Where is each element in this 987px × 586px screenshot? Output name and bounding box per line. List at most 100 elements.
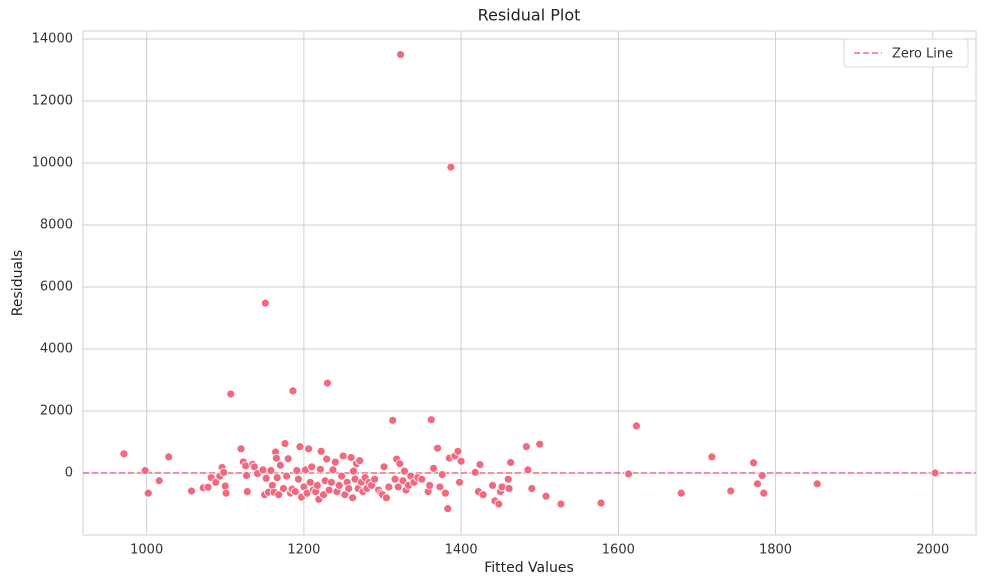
point: [346, 453, 356, 462]
x-tick-label: 1400: [445, 543, 478, 558]
point: [275, 460, 285, 470]
point: [242, 471, 251, 480]
point: [258, 465, 268, 475]
point: [211, 477, 221, 487]
point: [521, 442, 531, 452]
y-tick-label: 2000: [40, 404, 73, 419]
point: [456, 456, 466, 466]
point: [304, 444, 314, 454]
y-axis-label: Residuals: [10, 250, 26, 316]
point: [443, 504, 453, 514]
point: [382, 493, 391, 503]
point: [556, 499, 566, 509]
point: [312, 481, 322, 490]
x-tick-label: 2000: [916, 543, 949, 558]
point: [344, 484, 354, 493]
point: [503, 474, 513, 484]
point: [632, 421, 641, 431]
point: [349, 466, 358, 476]
point: [307, 462, 317, 472]
point: [272, 473, 282, 483]
point: [219, 467, 229, 477]
x-axis-label: Fitted Values: [484, 560, 574, 576]
point: [453, 446, 463, 456]
point: [288, 386, 298, 396]
x-tick-label: 1200: [287, 543, 320, 558]
point: [328, 465, 338, 475]
point: [292, 466, 302, 475]
point: [140, 466, 150, 475]
point: [497, 482, 507, 492]
point: [293, 474, 303, 484]
point: [266, 466, 276, 475]
y-tick-label: 12000: [32, 94, 73, 109]
point: [494, 499, 504, 509]
point: [334, 481, 344, 490]
point: [315, 464, 325, 474]
point: [187, 486, 196, 496]
point: [379, 462, 389, 472]
point: [260, 298, 270, 308]
point: [274, 490, 284, 500]
x-tick-label: 1000: [130, 543, 163, 558]
point: [455, 477, 464, 487]
point: [340, 490, 350, 500]
point: [226, 389, 236, 399]
point: [271, 453, 281, 463]
point: [338, 451, 348, 461]
y-tick-label: 0: [65, 466, 73, 481]
point: [417, 474, 427, 484]
point: [624, 469, 633, 479]
point: [535, 439, 545, 449]
point: [164, 452, 174, 462]
point: [337, 471, 347, 481]
point: [446, 162, 456, 172]
point: [280, 439, 290, 448]
point: [930, 468, 940, 478]
point: [812, 479, 822, 489]
point: [241, 461, 251, 471]
x-tick-label: 1600: [602, 543, 635, 558]
point: [323, 378, 332, 388]
y-tick-label: 10000: [32, 156, 73, 171]
point: [316, 446, 326, 456]
point: [282, 471, 291, 481]
point: [437, 470, 447, 479]
y-tick-label: 8000: [40, 218, 73, 233]
x-tick-label: 1800: [759, 543, 792, 558]
point: [596, 498, 606, 508]
y-tick-label: 6000: [40, 280, 73, 295]
point: [527, 484, 537, 493]
point: [395, 459, 405, 469]
point: [440, 488, 450, 498]
plot-frame: [82, 30, 977, 536]
point: [261, 473, 271, 483]
point: [290, 487, 300, 497]
point: [236, 444, 246, 454]
point: [506, 458, 516, 467]
point: [327, 477, 336, 487]
point: [707, 452, 717, 462]
point: [119, 449, 129, 459]
point: [324, 485, 334, 495]
point: [295, 442, 305, 452]
point: [388, 415, 398, 425]
point: [221, 488, 231, 498]
point: [330, 457, 340, 467]
point: [478, 490, 488, 500]
point: [523, 465, 533, 475]
point: [753, 479, 762, 489]
point: [400, 466, 409, 476]
point: [355, 456, 365, 466]
point: [726, 486, 736, 496]
point: [348, 493, 358, 503]
point: [759, 488, 769, 498]
point: [154, 476, 164, 486]
point: [425, 481, 435, 490]
point: [242, 487, 252, 497]
point: [429, 463, 438, 473]
point: [279, 484, 288, 493]
y-tick-label: 4000: [40, 342, 73, 357]
